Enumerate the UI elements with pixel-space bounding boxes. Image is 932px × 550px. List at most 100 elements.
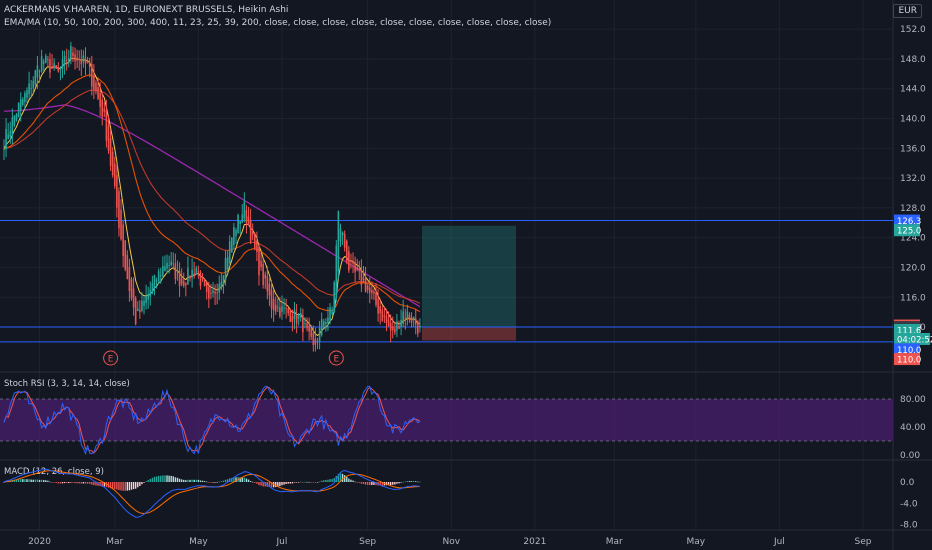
candle [249,220,252,242]
macd-histogram-bar [243,477,246,482]
candle [153,275,156,289]
candle [408,314,411,321]
macd-histogram-bar [408,481,411,482]
macd-histogram-bar [235,477,237,482]
candle [51,65,53,69]
time-axis-label: Jul [773,537,785,547]
ema-50 [3,74,421,313]
macd-histogram-bar [366,482,369,485]
candle [281,305,283,312]
candle [90,64,93,87]
candle [222,275,225,286]
macd-histogram-bar [160,475,162,482]
currency-badge[interactable]: EUR [893,4,922,18]
macd-histogram-bar [218,481,220,483]
macd-line [3,468,420,518]
candle [191,269,193,278]
candle [130,279,133,299]
stoch-axis-tick: 40.00 [900,423,926,433]
macd-histogram-bar [3,482,5,483]
price-axis-tick: 144.0 [900,85,926,95]
candle [166,262,168,269]
price-axis-tick: 120.0 [900,263,926,273]
macd-histogram-bar [172,476,174,482]
candle [297,315,300,319]
candle [387,319,390,327]
candles [3,41,421,352]
candle [345,240,348,262]
candle [176,270,179,272]
candle [103,108,106,112]
earnings-marker [328,350,344,366]
candle [406,311,409,319]
macd-histogram-bar [68,482,70,484]
macd-histogram-bar [38,479,41,482]
candle [276,306,279,309]
candle [61,59,64,70]
candle [19,99,22,111]
candle [72,52,74,57]
macd-histogram-bar [283,482,285,485]
candle [241,214,244,223]
macd-histogram-bar [134,482,137,489]
macd-histogram-bar [314,482,317,483]
candle [220,281,223,289]
candle [205,282,208,293]
macd-histogram-bar [291,482,294,484]
candle [208,287,210,299]
macd-histogram-bar [318,481,321,483]
time-axis-label: 2020 [28,537,51,547]
candle [180,278,183,284]
macd-histogram-bar [320,480,323,482]
candle [329,307,331,321]
candle [341,232,344,235]
candle [93,75,95,90]
candle [358,268,361,272]
candle [274,304,277,312]
candle [193,273,195,276]
macd-histogram-bar [201,480,204,482]
price-axis-tick: 136.0 [900,144,926,154]
price-tag [894,353,920,366]
candle [187,267,189,285]
candle [11,117,14,134]
indicator-legend[interactable]: EMA/MA (10, 50, 100, 200, 300, 400, 11, … [4,18,552,28]
price-axis-tick: 124.0 [900,234,926,244]
macd-histogram-bar [185,480,187,482]
macd-histogram-bar [396,482,398,484]
macd-histogram-bar [270,482,273,488]
candle [122,224,124,257]
candle [381,309,384,322]
macd-histogram-bar [199,480,202,482]
position-stop-zone [422,327,517,341]
macd-histogram-bar [191,479,193,482]
macd-histogram-bar [137,482,139,488]
macd-histogram-bar [88,482,91,484]
candle [228,241,231,264]
candle [86,61,89,63]
macd-histogram-bar [55,482,57,483]
candle [258,246,260,276]
macd-histogram-bar [84,482,87,484]
macd-histogram-bar [277,482,279,487]
candle [189,276,191,279]
macd-histogram-bar [34,479,37,482]
macd-histogram-bar [316,482,319,483]
macd-histogram-bar [312,482,315,483]
candle [101,99,104,118]
macd-histogram-bar [162,475,164,482]
macd-histogram-bar [268,482,271,487]
macd-label: MACD (12, 26, close, 9) [4,467,104,477]
candle [377,298,379,314]
ema-10 [3,57,421,337]
macd-histogram-bar [116,482,118,490]
macd-histogram-bar [103,482,106,487]
macd-histogram-bar [187,479,189,482]
candle [55,65,58,69]
macd-histogram-bar [145,481,147,482]
macd-histogram-bar [410,481,413,482]
candle [53,63,55,68]
macd-histogram-bar [157,475,160,482]
chart-title: ACKERMANS V.HAAREN, 1D, EURONEXT BRUSSEL… [4,5,289,15]
